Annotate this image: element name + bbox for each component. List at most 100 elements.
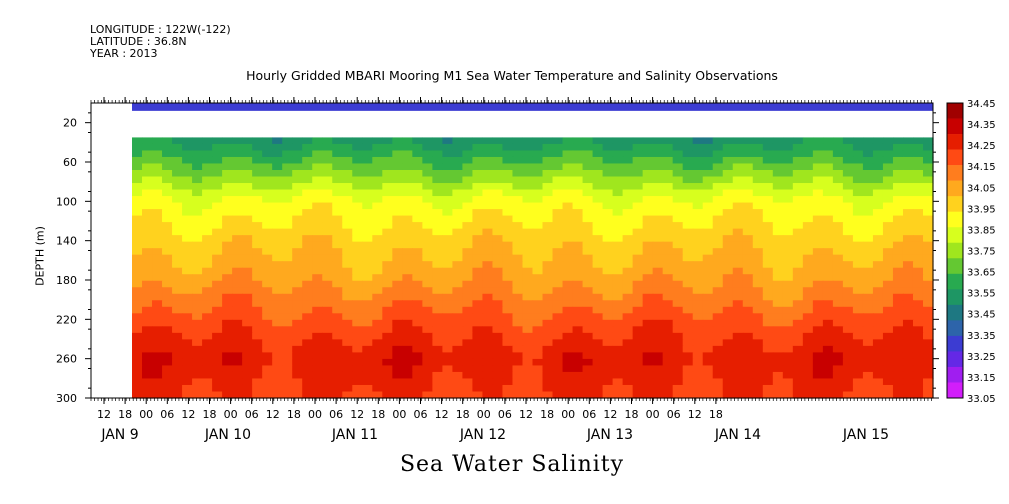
salinity-cell	[642, 345, 654, 353]
salinity-cell	[532, 169, 544, 178]
salinity-cell	[562, 241, 574, 249]
salinity-cell	[282, 143, 293, 152]
salinity-cell	[432, 222, 443, 230]
salinity-cell	[392, 391, 403, 399]
salinity-cell	[222, 300, 233, 308]
salinity-cell	[342, 326, 353, 334]
salinity-cell	[642, 319, 654, 327]
salinity-cell	[892, 371, 904, 380]
salinity-cell	[852, 209, 864, 217]
salinity-cell	[352, 137, 363, 145]
salinity-cell	[912, 137, 924, 145]
salinity-cell	[162, 371, 173, 380]
salinity-cell	[852, 267, 864, 275]
salinity-cell	[852, 215, 864, 223]
salinity-cell	[612, 235, 624, 243]
salinity-cell	[742, 300, 754, 308]
salinity-cell	[902, 267, 914, 275]
salinity-cell	[772, 235, 784, 243]
salinity-cell	[872, 306, 884, 314]
salinity-cell	[412, 300, 423, 308]
salinity-cell	[232, 196, 243, 204]
salinity-cell	[282, 235, 293, 243]
salinity-cell	[242, 306, 253, 314]
salinity-cell	[522, 254, 534, 262]
salinity-cell	[162, 156, 173, 165]
salinity-cell	[212, 169, 223, 178]
salinity-cell	[772, 384, 784, 393]
salinity-cell	[362, 371, 373, 380]
salinity-cell	[392, 156, 403, 165]
salinity-cell	[742, 241, 754, 249]
salinity-cell	[892, 163, 904, 171]
salinity-cell	[462, 143, 474, 152]
salinity-cell	[702, 267, 714, 275]
salinity-cell	[632, 378, 644, 386]
salinity-cell	[772, 222, 784, 230]
salinity-cell	[672, 319, 684, 327]
salinity-cell	[682, 196, 694, 204]
colorbar-label: 33.45	[967, 310, 996, 321]
salinity-cell	[882, 358, 894, 367]
salinity-cell	[812, 287, 824, 295]
salinity-cell	[802, 293, 814, 301]
x-tick-label: 12	[519, 408, 533, 421]
salinity-cell	[262, 143, 273, 152]
salinity-cell	[622, 163, 634, 171]
salinity-cell	[722, 274, 734, 282]
salinity-cell	[672, 306, 684, 314]
salinity-cell	[252, 365, 263, 373]
salinity-cell	[302, 254, 313, 262]
salinity-cell	[862, 287, 874, 295]
salinity-cell	[652, 202, 664, 210]
salinity-cell	[692, 150, 704, 158]
salinity-cell	[702, 261, 714, 269]
salinity-cell	[842, 378, 854, 386]
salinity-cell	[412, 189, 423, 197]
salinity-cell	[302, 248, 313, 256]
salinity-cell	[502, 183, 514, 191]
salinity-cell	[552, 319, 564, 327]
salinity-cell	[142, 169, 153, 178]
salinity-cell	[742, 202, 754, 210]
salinity-cell	[752, 189, 764, 197]
salinity-cell	[242, 150, 253, 158]
salinity-cell	[492, 352, 504, 360]
salinity-cell	[492, 228, 504, 236]
salinity-cell	[902, 274, 914, 282]
salinity-cell	[682, 235, 694, 243]
salinity-cell	[672, 228, 684, 236]
salinity-cell	[252, 163, 263, 171]
salinity-cell	[602, 332, 614, 340]
salinity-cell	[382, 189, 393, 197]
salinity-cell	[382, 169, 393, 178]
salinity-cell	[592, 326, 604, 334]
salinity-cell	[572, 371, 584, 380]
salinity-cell	[242, 261, 253, 269]
salinity-cell	[412, 163, 423, 171]
salinity-cell	[892, 384, 904, 393]
salinity-cell	[482, 319, 494, 327]
salinity-cell	[822, 345, 834, 353]
salinity-cell	[652, 391, 664, 399]
salinity-cell	[782, 384, 794, 393]
salinity-cell	[812, 261, 824, 269]
salinity-cell	[762, 365, 774, 373]
salinity-cell	[622, 143, 634, 152]
salinity-cell	[202, 222, 213, 230]
salinity-cell	[402, 365, 413, 373]
salinity-cell	[472, 267, 484, 275]
salinity-cell	[702, 183, 714, 191]
salinity-cell	[562, 261, 574, 269]
salinity-cell	[912, 378, 924, 386]
salinity-cell	[712, 196, 724, 204]
salinity-cell	[812, 248, 824, 256]
salinity-cell	[442, 143, 453, 152]
salinity-cell	[832, 222, 844, 230]
salinity-cell	[502, 391, 514, 399]
salinity-cell	[432, 352, 443, 360]
salinity-cell	[162, 228, 173, 236]
salinity-cell	[312, 202, 323, 210]
salinity-cell	[702, 163, 714, 171]
salinity-cell	[232, 176, 243, 184]
